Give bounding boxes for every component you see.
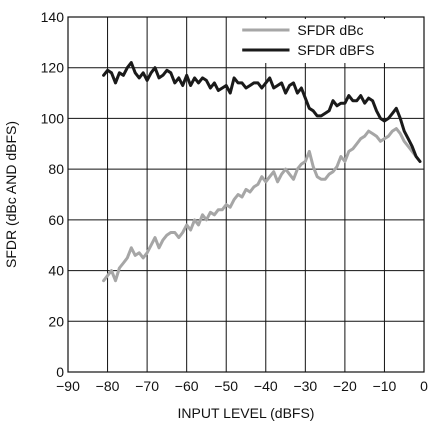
legend-background — [232, 19, 422, 63]
y-tick-label: 40 — [48, 263, 64, 279]
legend-label-sfdr-dbfs: SFDR dBFS — [297, 42, 374, 58]
y-tick-label: 140 — [41, 9, 65, 25]
x-tick-label: −70 — [135, 378, 159, 394]
y-tick-label: 60 — [48, 212, 64, 228]
y-tick-label: 100 — [41, 110, 65, 126]
x-tick-label: −10 — [373, 378, 397, 394]
x-tick-label: −90 — [56, 378, 80, 394]
x-tick-label: −80 — [96, 378, 120, 394]
y-tick-label: 0 — [56, 364, 64, 380]
x-tick-label: −30 — [293, 378, 317, 394]
plot-area — [102, 61, 422, 283]
x-axis: −90 −80 −70 −60 −50 −40 −30 −20 −10 0 — [56, 378, 428, 394]
y-tick-label: 20 — [48, 313, 64, 329]
series-line-sfdr-dbc — [102, 127, 422, 283]
series-line-sfdr-dbfs — [102, 61, 422, 163]
x-axis-label: INPUT LEVEL (dBFS) — [178, 405, 315, 421]
y-axis-label: SFDR (dBc AND dBFS) — [3, 121, 19, 268]
x-tick-label: −20 — [333, 378, 357, 394]
y-axis: 0 20 40 60 80 100 120 140 — [41, 9, 65, 380]
x-tick-label: −40 — [254, 378, 278, 394]
y-tick-label: 80 — [48, 161, 64, 177]
legend-label-sfdr-dbc: SFDR dBc — [297, 22, 363, 38]
legend: SFDR dBc SFDR dBFS — [232, 19, 422, 63]
x-tick-label: 0 — [420, 378, 428, 394]
y-tick-label: 120 — [41, 60, 65, 76]
grid — [68, 17, 424, 372]
x-tick-label: −60 — [175, 378, 199, 394]
x-tick-label: −50 — [214, 378, 238, 394]
plot-frame — [67, 16, 425, 373]
